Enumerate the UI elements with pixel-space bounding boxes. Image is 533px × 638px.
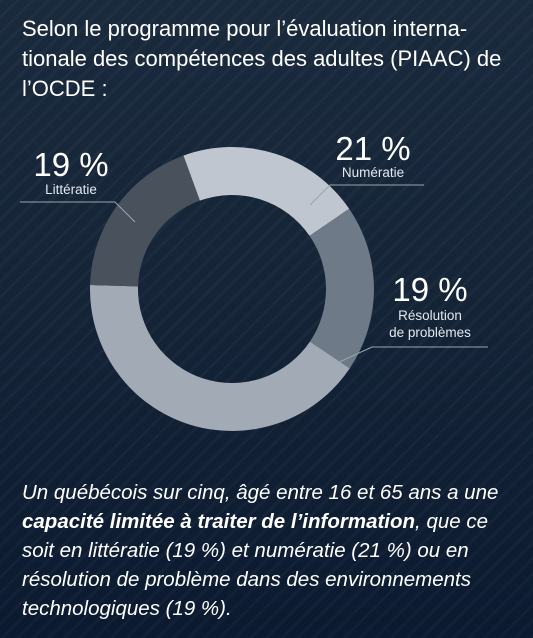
summary-part2: , que ce soit en littératie (19 %) et nu… — [22, 510, 488, 620]
summary-highlight: capacité limitée à traiter de l’informa­… — [22, 510, 416, 533]
numeratie-leader-line — [309, 184, 424, 206]
resolution-label-line2: de problèmes — [389, 325, 471, 340]
resolution-label-line1: Résolution — [398, 308, 462, 323]
litteratie-percent: 19 % — [33, 146, 108, 183]
intro-text: Selon le programme pour l’évaluation int… — [22, 16, 502, 101]
litteratie-label: Littératie — [45, 182, 97, 197]
numeratie-percent: 21 % — [335, 130, 410, 167]
donut-chart: 19 % Littératie 21 % Numératie 19 % Réso… — [20, 130, 488, 432]
donut-slice-3 — [89, 285, 350, 432]
summary-part1: Un québécois sur cinq, âgé entre 16 et 6… — [22, 481, 499, 504]
donut-slice-4 — [90, 155, 200, 287]
donut-slice-2 — [309, 208, 374, 369]
litteratie-leader-line — [20, 201, 136, 223]
numeratie-label: Numératie — [342, 165, 404, 180]
resolution-percent: 19 % — [392, 271, 467, 308]
donut-slice-1 — [183, 147, 350, 236]
resolution-leader-line — [336, 346, 488, 364]
donut-slices — [89, 147, 374, 432]
summary-text: Un québécois sur cinq, âgé entre 16 et 6… — [22, 478, 514, 623]
